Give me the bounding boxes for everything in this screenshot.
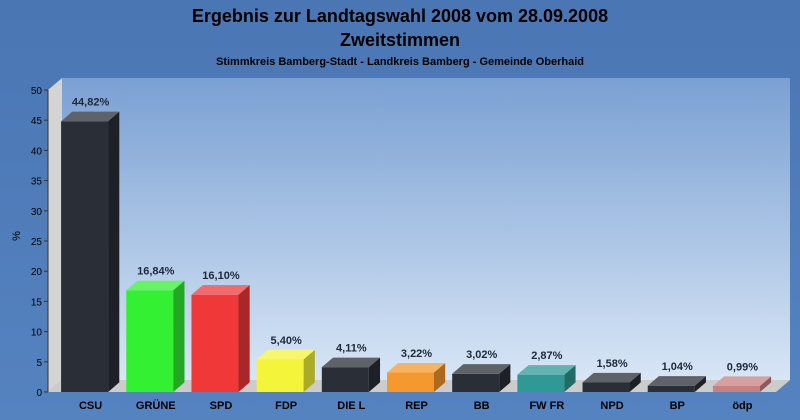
bar-front: [517, 374, 565, 392]
plot-side-wall: [48, 78, 62, 392]
y-tick-label: 40: [31, 146, 43, 157]
bar-data-label: 1,04%: [662, 361, 693, 373]
y-tick-label: 5: [36, 358, 42, 369]
x-axis: CSU GRÜNE SPD FDP DIE L REP BB FW FR NPD BP ödp: [79, 399, 753, 412]
bar-front: [321, 367, 369, 392]
bar-side: [303, 349, 315, 392]
bar-top: [647, 376, 706, 386]
x-tick-label: DIE L: [337, 400, 365, 412]
x-tick-label: FW FR: [529, 400, 564, 412]
bar-side: [368, 357, 381, 392]
bar-bp: [647, 376, 706, 392]
y-tick-label: 35: [31, 177, 43, 188]
bar-side: [108, 111, 120, 393]
bar-side: [759, 376, 772, 392]
x-tick-label: FDP: [275, 400, 297, 412]
bar-top: [191, 285, 250, 295]
bar-npd: [582, 372, 641, 392]
bar-data-label: 0,99%: [727, 361, 758, 373]
y-tick-label: 20: [31, 267, 43, 278]
x-tick-label: NPD: [600, 400, 623, 412]
y-tick-label: 10: [31, 328, 43, 339]
bar-fw-fr: [517, 365, 576, 392]
bar-top: [126, 280, 185, 291]
y-tick-label: 50: [31, 86, 43, 97]
bar-top: [517, 365, 576, 375]
bar-fdp: [256, 349, 315, 392]
bar-side: [564, 365, 576, 392]
bar-top: [387, 362, 446, 373]
bar-front: [256, 359, 304, 392]
y-axis: 0 5 10 15 20 25 30 35 40 45 50: [31, 86, 49, 399]
bar-data-label: 1,58%: [596, 358, 627, 370]
bar-data-label: 16,84%: [137, 266, 175, 278]
bar-spd: [191, 285, 250, 392]
x-tick-label: REP: [405, 400, 428, 412]
bar-rep: [387, 362, 446, 392]
bar-data-label: 44,82%: [72, 97, 110, 109]
y-tick-label: 25: [31, 237, 43, 248]
y-tick-label: 15: [31, 297, 43, 308]
bar-top: [61, 111, 120, 122]
bar-front: [191, 294, 239, 392]
bar-top: [582, 372, 641, 383]
x-tick-label: GRÜNE: [136, 399, 176, 412]
bar-data-label: 4,11%: [336, 343, 367, 355]
bars: 44,82% 16,84% 16,10% 5,40% 4,11% 3,22% 3,02% 2,…: [61, 97, 772, 393]
bar-data-label: 5,40%: [271, 335, 302, 347]
bar-die-l: [321, 357, 381, 392]
bar-top: [256, 349, 315, 360]
x-tick-label: CSU: [79, 400, 102, 412]
y-axis-label: %: [11, 231, 23, 241]
bar-ödp: [712, 376, 772, 392]
chart-caption: Stimmkreis Bamberg-Stadt - Landkreis Bam…: [216, 56, 584, 68]
bar-data-label: 2,87%: [531, 350, 562, 362]
bar-front: [712, 386, 760, 392]
bar-front: [61, 121, 109, 392]
bar-side: [173, 280, 185, 392]
bar-data-label: 16,10%: [202, 270, 240, 282]
x-tick-label: SPD: [210, 400, 233, 412]
bar-csu: [61, 111, 120, 393]
bar-side: [499, 364, 511, 392]
x-tick-label: ödp: [732, 400, 752, 412]
bar-side: [434, 362, 446, 392]
bar-data-label: 3,22%: [401, 348, 432, 360]
y-tick-label: 0: [36, 388, 42, 399]
bar-side: [694, 376, 706, 392]
bar-data-label: 3,02%: [466, 349, 497, 361]
bar-top: [452, 364, 511, 374]
bar-side: [629, 372, 641, 392]
bar-bb: [452, 364, 511, 392]
bar-front: [452, 373, 500, 392]
chart-title: Ergebnis zur Landtagswahl 2008 vom 28.09…: [192, 6, 608, 26]
bar-grüne: [126, 280, 185, 392]
bar-side: [238, 285, 250, 392]
chart-subtitle: Zweitstimmen: [340, 30, 460, 50]
y-tick-label: 45: [31, 116, 43, 127]
bar-top: [321, 357, 381, 368]
x-tick-label: BB: [474, 400, 490, 412]
bar-front: [387, 372, 434, 392]
bar-front: [647, 385, 695, 392]
bar-top: [712, 376, 772, 387]
bar-front: [126, 290, 174, 392]
y-tick-label: 30: [31, 207, 43, 218]
x-tick-label: BP: [670, 400, 685, 412]
bar-front: [582, 382, 630, 392]
